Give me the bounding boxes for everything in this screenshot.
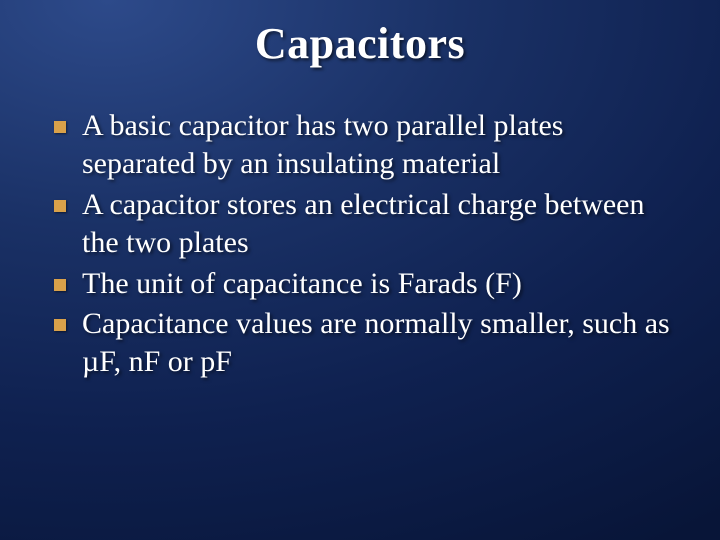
- list-item: Capacitance values are normally smaller,…: [44, 305, 676, 382]
- list-item: The unit of capacitance is Farads (F): [44, 265, 676, 303]
- list-item: A basic capacitor has two parallel plate…: [44, 107, 676, 184]
- list-item: A capacitor stores an electrical charge …: [44, 186, 676, 263]
- slide-title: Capacitors: [36, 18, 684, 69]
- slide: Capacitors A basic capacitor has two par…: [0, 0, 720, 540]
- bullet-list: A basic capacitor has two parallel plate…: [36, 107, 684, 382]
